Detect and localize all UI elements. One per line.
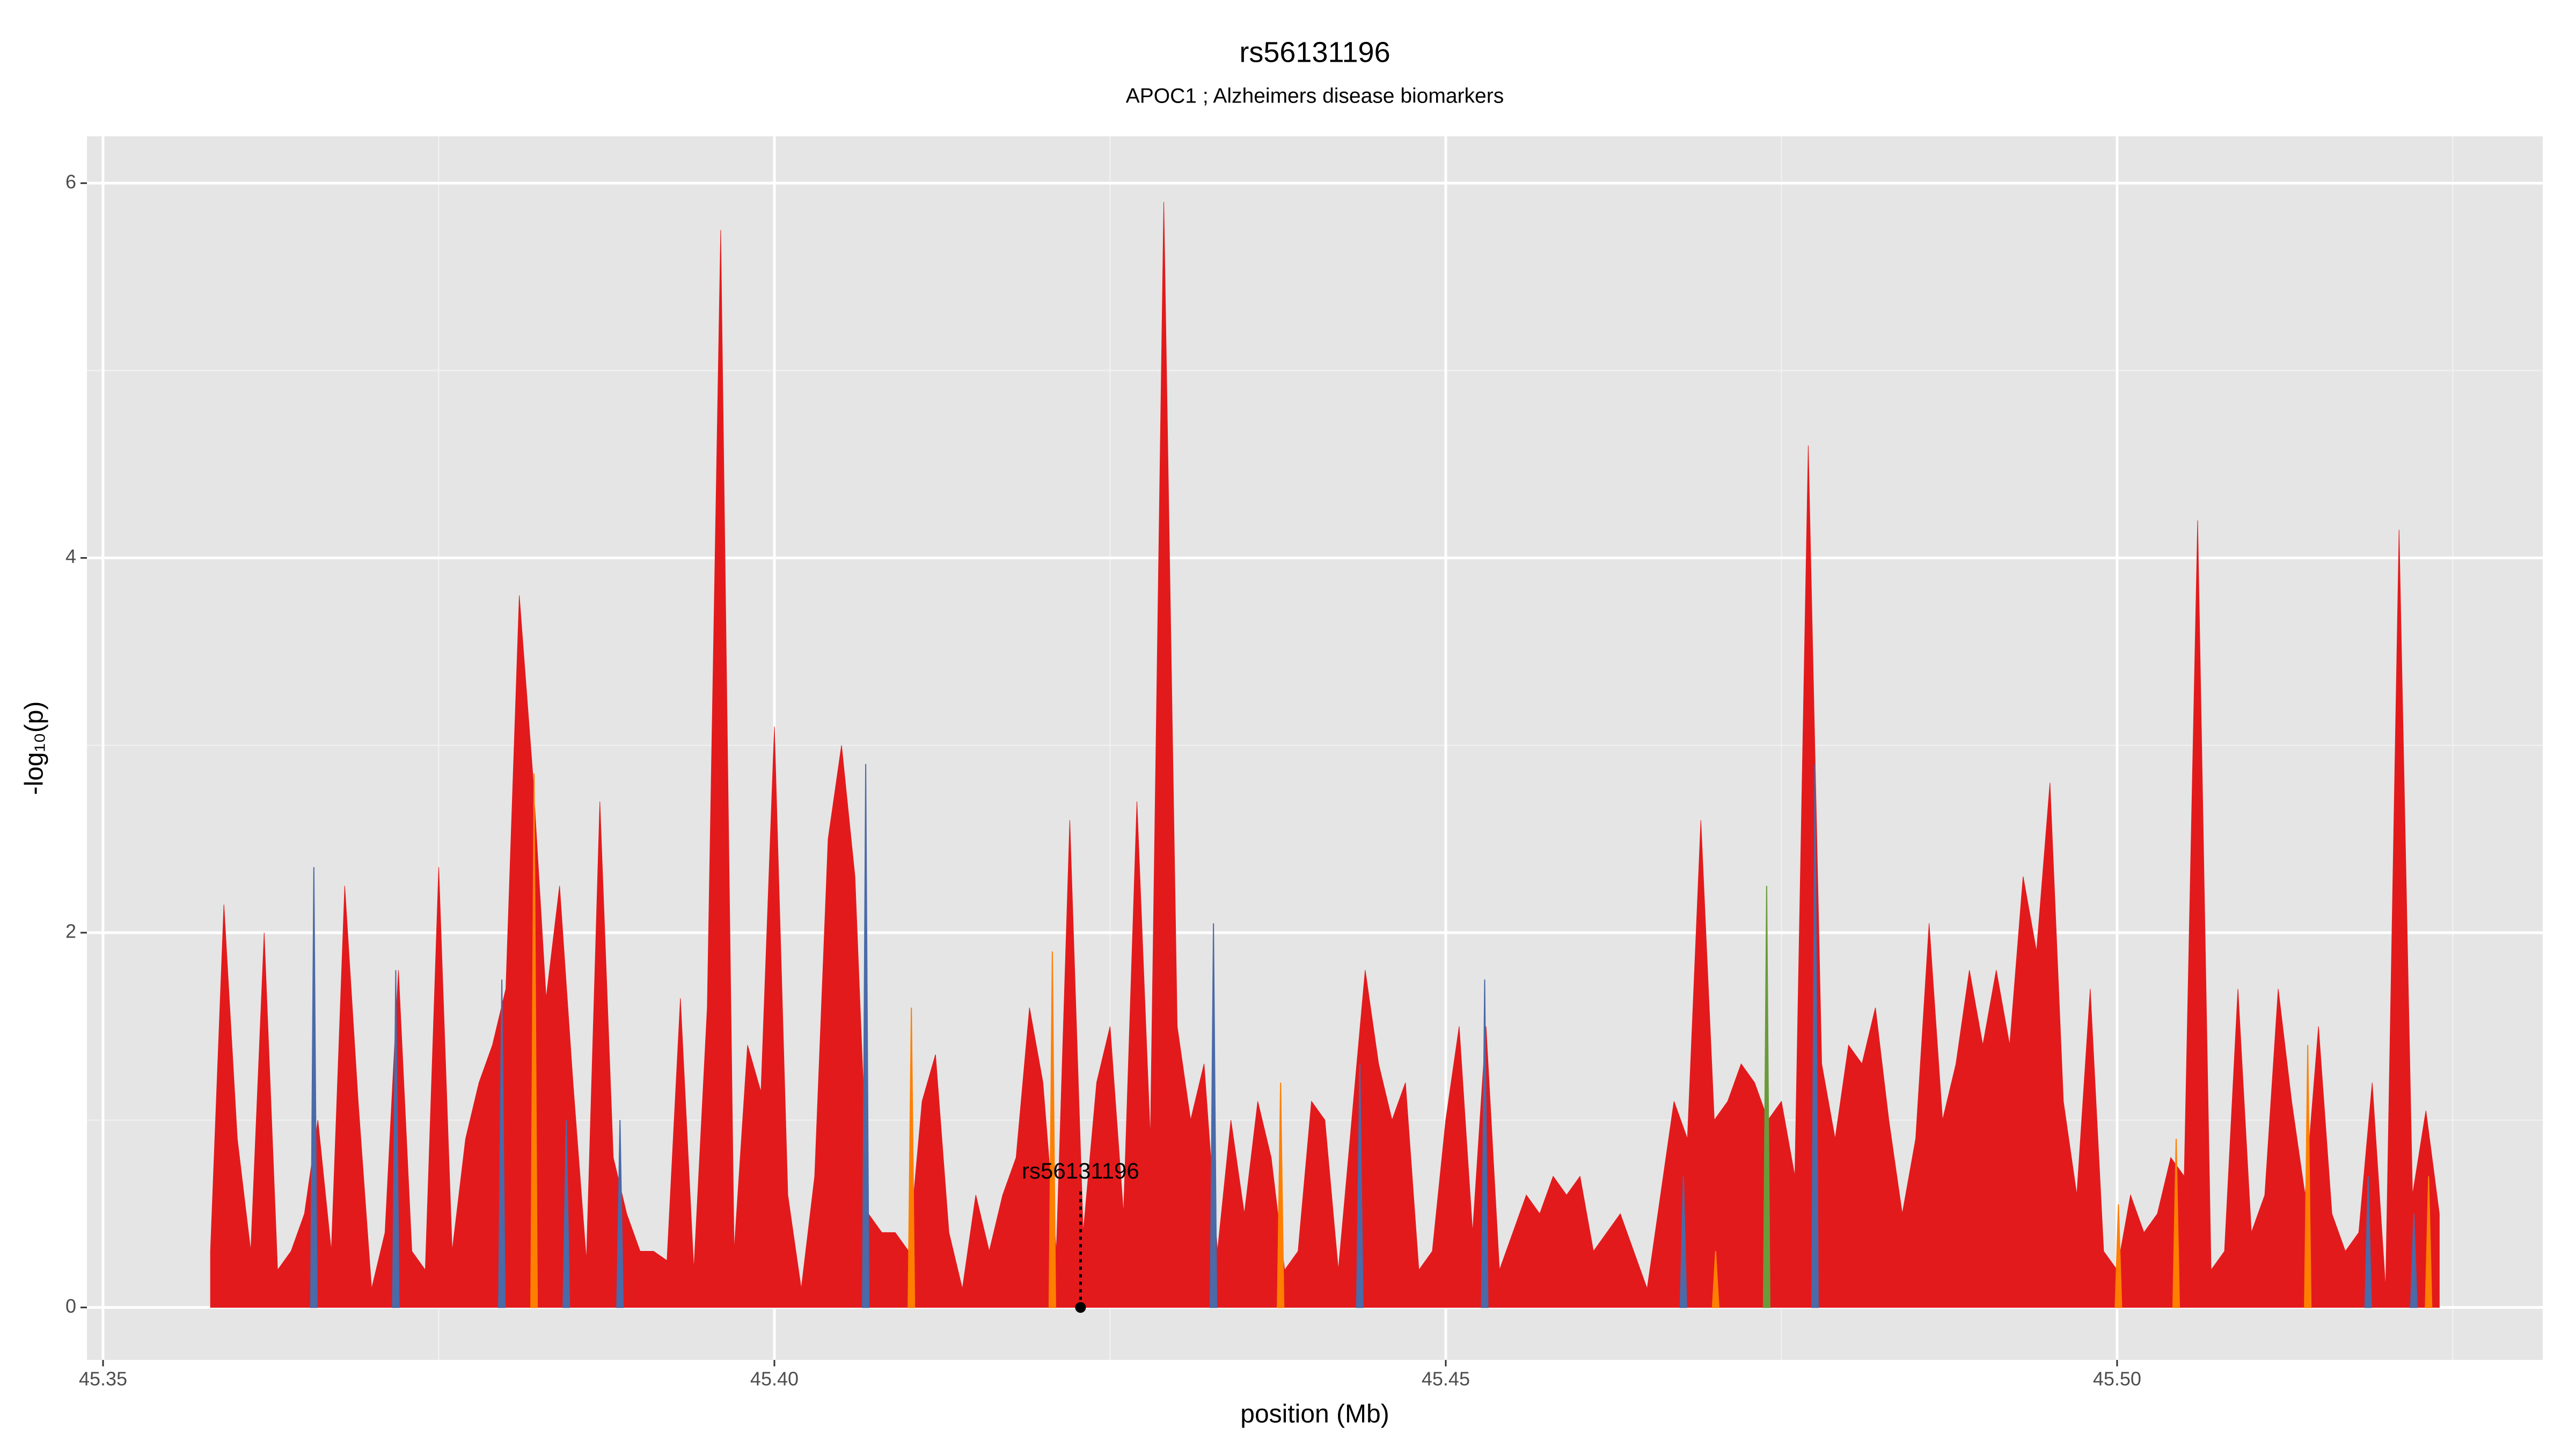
y-tick-label: 2 — [65, 920, 76, 942]
y-axis-label: -log₁₀(p) — [20, 701, 49, 795]
spike — [2425, 1176, 2433, 1308]
marker-point — [1075, 1302, 1086, 1313]
spike — [2304, 1045, 2312, 1308]
spike — [2114, 1204, 2123, 1308]
spike — [392, 970, 400, 1308]
spike — [1811, 764, 1819, 1308]
spike — [498, 979, 506, 1308]
spike — [2364, 1176, 2372, 1308]
x-tick-label: 45.40 — [750, 1368, 799, 1390]
y-tick-label: 6 — [65, 171, 76, 193]
spike — [616, 1120, 624, 1308]
spike — [310, 867, 318, 1308]
spike — [2410, 1213, 2418, 1308]
spike — [562, 1120, 570, 1308]
x-tick-label: 45.50 — [2093, 1368, 2141, 1390]
spike — [1679, 1176, 1687, 1308]
spike — [1762, 885, 1770, 1308]
plot-area: rs56131196 — [210, 202, 2440, 1313]
y-tick-label: 4 — [65, 545, 76, 567]
x-tick-label: 45.45 — [1422, 1368, 1470, 1390]
spike — [1048, 951, 1056, 1308]
y-tick-label: 0 — [65, 1295, 76, 1317]
area — [210, 202, 2440, 1308]
axes: 45.35 45.40 45.45 45.50 0 2 4 6 — [65, 171, 2141, 1390]
spike — [1711, 1251, 1719, 1308]
spike — [1481, 979, 1489, 1308]
spike — [1210, 923, 1218, 1308]
chart-title: rs56131196 — [1239, 36, 1390, 68]
annotation-label: rs56131196 — [1022, 1158, 1139, 1183]
spike — [1277, 1082, 1285, 1308]
spike — [908, 1007, 916, 1308]
chart-subtitle: APOC1 ; Alzheimers disease biomarkers — [1126, 84, 1504, 107]
x-axis-label: position (Mb) — [1240, 1400, 1389, 1429]
spike — [530, 773, 538, 1308]
spike — [862, 764, 870, 1308]
x-tick-label: 45.35 — [79, 1368, 127, 1390]
spike — [1356, 1064, 1364, 1308]
spike — [2172, 1138, 2180, 1308]
